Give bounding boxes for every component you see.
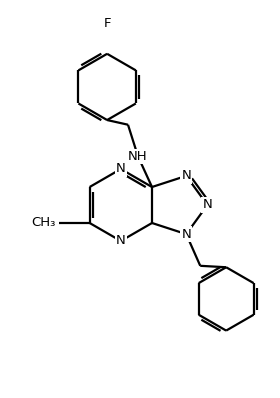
Text: NH: NH xyxy=(128,150,148,163)
Text: N: N xyxy=(181,170,191,182)
Text: N: N xyxy=(202,199,212,211)
Text: CH₃: CH₃ xyxy=(32,217,56,230)
Text: N: N xyxy=(181,228,191,241)
Text: N: N xyxy=(116,162,126,176)
Text: F: F xyxy=(103,17,111,30)
Text: N: N xyxy=(116,234,126,248)
